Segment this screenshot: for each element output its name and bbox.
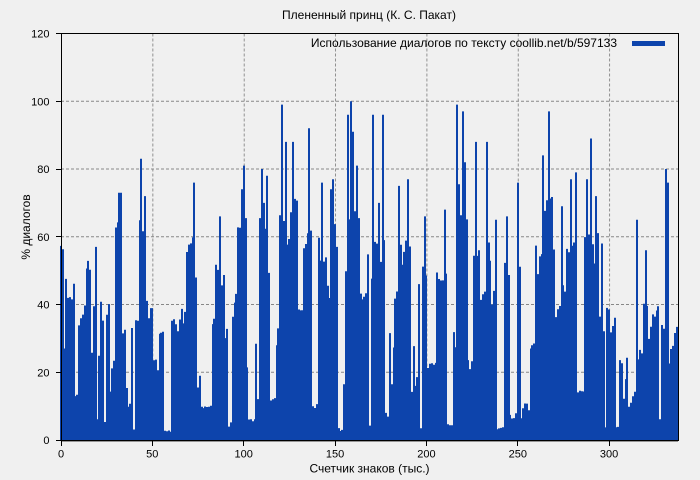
svg-text:0: 0 <box>58 449 64 461</box>
svg-text:50: 50 <box>146 449 158 461</box>
svg-text:100: 100 <box>31 96 49 108</box>
svg-text:60: 60 <box>37 232 49 244</box>
svg-text:Плененный принц (К. С. Пакат): Плененный принц (К. С. Пакат) <box>282 8 456 22</box>
svg-text:200: 200 <box>417 449 435 461</box>
svg-text:20: 20 <box>37 367 49 379</box>
svg-text:250: 250 <box>509 449 527 461</box>
svg-text:300: 300 <box>600 449 618 461</box>
svg-text:80: 80 <box>37 164 49 176</box>
svg-text:Использование диалогов по текс: Использование диалогов по тексту coollib… <box>311 36 617 50</box>
svg-text:150: 150 <box>326 449 344 461</box>
svg-text:120: 120 <box>31 29 49 41</box>
svg-text:100: 100 <box>235 449 253 461</box>
svg-text:% диалогов: % диалогов <box>19 194 33 259</box>
svg-text:Счетчик знаков (тыс.): Счетчик знаков (тыс.) <box>309 462 429 476</box>
svg-text:40: 40 <box>37 300 49 312</box>
svg-text:0: 0 <box>43 435 49 447</box>
